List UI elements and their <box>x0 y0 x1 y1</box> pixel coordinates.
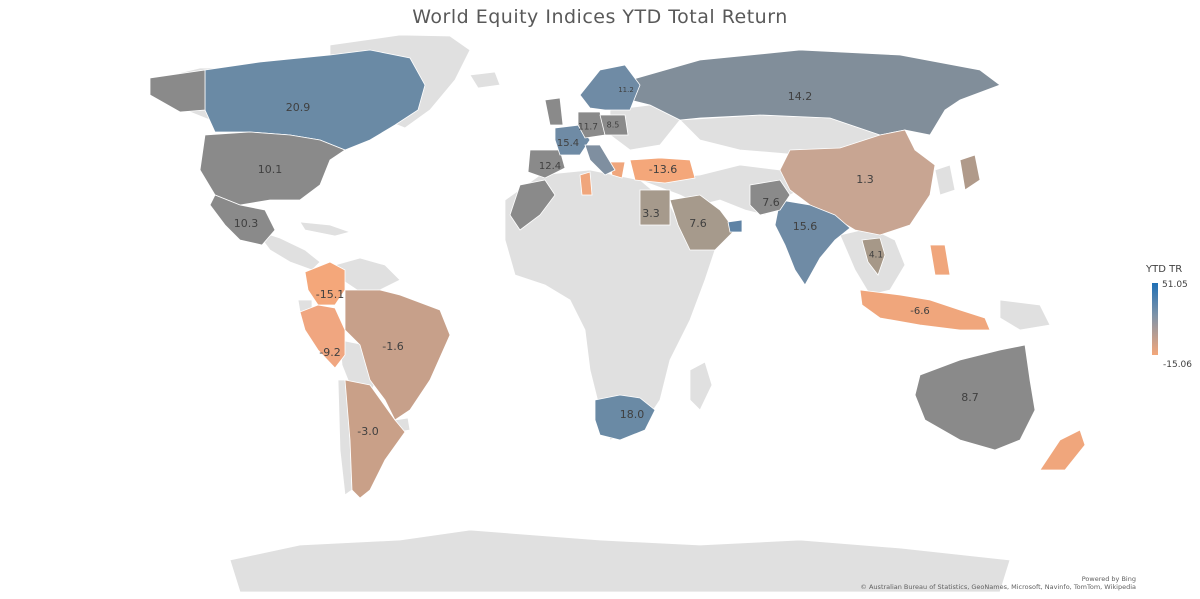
country-south-africa[interactable] <box>594 394 656 441</box>
country-india[interactable] <box>774 199 851 286</box>
country-thailand[interactable] <box>861 237 886 276</box>
country-germany-benelux[interactable] <box>577 111 606 139</box>
country-russia[interactable] <box>629 49 1001 136</box>
label-thailand: 4.1 <box>869 251 883 261</box>
label-south-africa: 18.0 <box>620 408 645 421</box>
country-colombia[interactable] <box>304 261 346 306</box>
country-pakistan[interactable] <box>749 179 791 216</box>
country-argentina[interactable] <box>344 379 406 499</box>
label-argentina: -3.0 <box>357 425 378 438</box>
legend-color-scale <box>1152 283 1158 355</box>
country-egypt[interactable] <box>639 189 671 226</box>
map-title: World Equity Indices YTD Total Return <box>412 6 788 28</box>
country-philippines[interactable] <box>929 244 951 276</box>
label-egypt: 3.3 <box>642 207 660 220</box>
country-new-zealand[interactable] <box>1039 429 1086 471</box>
country-australia[interactable] <box>914 344 1036 451</box>
value-labels: 20.9 10.1 10.3 -15.1 -9.2 -1.6 -3.0 14.2… <box>234 86 979 438</box>
country-uae[interactable] <box>727 219 743 233</box>
country-scandinavia[interactable] <box>579 64 641 111</box>
country-brazil[interactable] <box>344 289 451 421</box>
legend-max: 51.05 <box>1162 280 1188 290</box>
country-poland[interactable] <box>599 114 629 136</box>
country-japan[interactable] <box>959 154 981 191</box>
label-russia: 14.2 <box>788 90 813 103</box>
label-india: 15.6 <box>793 220 818 233</box>
label-finland: 11.2 <box>618 86 634 94</box>
country-spain-portugal[interactable] <box>527 149 566 179</box>
label-france: 15.4 <box>557 138 579 149</box>
label-united-states: 10.1 <box>258 163 283 176</box>
legend-min: -15.06 <box>1163 360 1193 370</box>
country-peru[interactable] <box>299 304 346 369</box>
label-brazil: -1.6 <box>382 340 403 353</box>
legend-title: YTD TR <box>1146 264 1183 275</box>
country-italy[interactable] <box>584 144 616 176</box>
country-indonesia[interactable] <box>859 289 991 331</box>
country-alaska-us[interactable] <box>149 69 206 113</box>
label-spain: 12.4 <box>539 161 561 172</box>
label-peru: -9.2 <box>319 346 340 359</box>
label-turkey: -13.6 <box>649 163 677 176</box>
label-colombia: -15.1 <box>316 288 344 301</box>
country-tunisia[interactable] <box>579 171 593 196</box>
no-data-land <box>149 34 1051 593</box>
label-poland: 8.5 <box>607 121 620 130</box>
country-mexico[interactable] <box>209 194 276 246</box>
label-mexico: 10.3 <box>234 217 259 230</box>
label-indonesia: -6.6 <box>910 306 930 317</box>
country-morocco[interactable] <box>509 179 556 231</box>
country-canada[interactable] <box>204 49 426 151</box>
data-countries <box>149 49 1086 499</box>
copyright: © Australian Bureau of Statistics, GeoNa… <box>860 583 1136 591</box>
label-canada: 20.9 <box>286 101 311 114</box>
label-australia: 8.7 <box>961 391 979 404</box>
country-turkey[interactable] <box>629 157 696 184</box>
label-saudi-arabia: 7.6 <box>689 217 707 230</box>
label-germany: 11.7 <box>578 123 598 133</box>
map-attribution: Powered by Bing © Australian Bureau of S… <box>860 575 1136 591</box>
powered-by: Powered by Bing <box>1081 575 1136 583</box>
label-pakistan: 7.6 <box>762 196 780 209</box>
label-china: 1.3 <box>856 173 874 186</box>
country-saudi-arabia[interactable] <box>669 194 736 251</box>
country-uk[interactable] <box>544 97 564 126</box>
